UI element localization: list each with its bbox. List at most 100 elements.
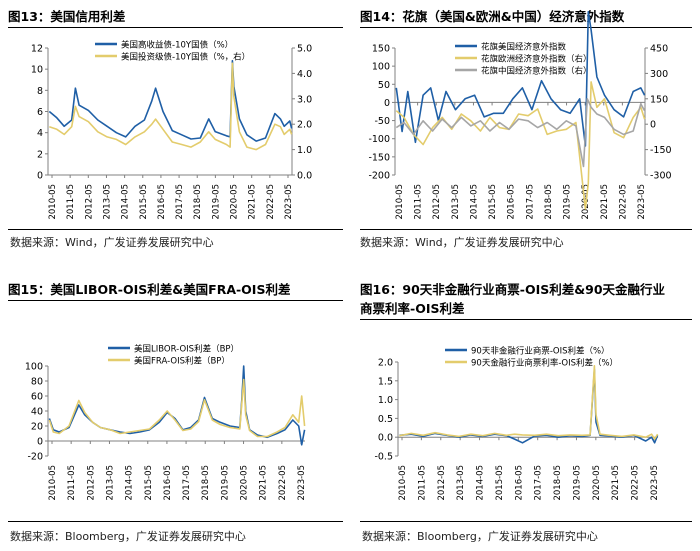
y-tick-label-left: -150 [368,152,390,163]
y-tick-label-right: 300 [650,69,668,80]
x-tick-label: 2010-05 [395,184,405,220]
y-tick-label-right: 150 [650,94,668,105]
y-tick-label-left: 50 [378,80,390,91]
x-tick-label: 2023-05 [297,465,307,501]
y-tick-label-left: 80 [31,377,43,388]
x-tick-label: 2019-05 [211,184,221,220]
x-tick-label: 2015-05 [139,184,149,220]
chart3-title-rule [8,300,343,301]
chart3-source: 数据来源：Bloomberg，广发证券发展研究中心 [10,530,246,543]
chart2-title-rule [360,27,692,28]
chart3-title: 图15：美国LIBOR-OIS利差&美国FRA-OIS利差 [8,282,291,297]
y-tick-label-right: -150 [650,145,672,156]
x-tick-label: 2012-05 [86,465,96,501]
series-line-1 [395,10,646,147]
x-tick-label: 2023-05 [650,465,660,501]
y-tick-label-left: 10 [31,65,43,76]
x-tick-label: 2023-05 [284,184,294,220]
y-tick-label-right: -300 [650,171,672,182]
chart4-source-rule [360,521,692,522]
y-tick-label-left: 1.5 [378,376,393,387]
y-tick-label-right: 1.0 [297,145,312,156]
x-tick-label: 2020-05 [240,465,250,501]
x-tick-label: 2012-05 [432,184,442,220]
chart2-source-rule [360,229,692,230]
y-tick-label-left: 0.0 [378,433,393,444]
x-tick-label: 2017-05 [182,465,192,501]
legend-label-2: 美国投资级债-10Y国债（%，右） [121,52,250,63]
series-line-3 [395,98,646,168]
legend-label-2: 花旗欧洲经济意外指数（右） [481,54,592,65]
x-tick-label: 2014-05 [121,184,131,220]
x-tick-label: 2020-05 [230,184,240,220]
x-tick-label: 2013-05 [105,465,115,501]
x-tick-label: 2019-05 [572,465,582,501]
x-tick-label: 2021-05 [248,184,258,220]
chart3-source-rule [8,521,343,522]
y-tick-label-left: -100 [368,134,390,145]
chart4-title-line1: 图16：90天非金融行业商票-OIS利差&90天金融行业 [360,282,666,297]
y-tick-label-left: 2 [37,149,43,160]
x-tick-label: 2013-05 [451,184,461,220]
series-line-1 [399,368,659,444]
x-tick-label: 2023-05 [637,184,647,220]
chart4-title-rule [360,319,692,320]
y-tick-label-left: 2.0 [378,358,393,369]
y-tick-label-left: -0.5 [374,452,393,463]
y-tick-label-left: 4 [37,128,43,139]
x-tick-label: 2020-05 [592,465,602,501]
y-tick-label-left: -50 [374,116,390,127]
series-line-2 [399,364,659,440]
chart1-title: 图13：美国信用利差 [8,9,126,24]
y-tick-label-left: 20 [31,422,43,433]
x-tick-label: 2015-05 [495,465,505,501]
x-tick-label: 2019-05 [220,465,230,501]
x-tick-label: 2014-05 [476,465,486,501]
x-tick-label: 2018-05 [201,465,211,501]
x-tick-label: 2022-05 [278,465,288,501]
x-tick-label: 2022-05 [266,184,276,220]
x-tick-label: 2013-05 [456,465,466,501]
chart2-title: 图14：花旗（美国&欧洲&中国）经济意外指数 [360,9,625,24]
x-tick-label: 2016-05 [157,184,167,220]
x-tick-label: 2018-05 [553,465,563,501]
y-tick-label-right: 0 [650,120,656,131]
x-tick-label: 2014-05 [125,465,135,501]
x-tick-label: 2016-05 [514,465,524,501]
x-tick-label: 2017-05 [534,465,544,501]
y-tick-label-left: 60 [31,392,43,403]
chart2-source: 数据来源：Wind，广发证券发展研究中心 [360,236,564,249]
series-line-2 [49,62,293,151]
y-tick-label-right: 5.0 [297,44,312,55]
series-line-1 [48,59,293,142]
chart4-source: 数据来源：Bloomberg，广发证券发展研究中心 [362,530,598,543]
y-tick-label-left: 6 [37,107,43,118]
x-tick-label: 2018-05 [544,184,554,220]
y-tick-label-right: 0.0 [297,171,312,182]
chart1-source: 数据来源：Wind，广发证券发展研究中心 [10,236,214,249]
y-tick-label-left: -200 [368,171,390,182]
x-tick-label: 2016-05 [163,465,173,501]
x-tick-label: 2021-05 [600,184,610,220]
y-tick-label-left: 40 [31,407,43,418]
x-tick-label: 2022-05 [631,465,641,501]
x-tick-label: 2015-05 [488,184,498,220]
y-tick-label-left: 0.5 [378,414,393,425]
legend-label-1: 90天非金融行业商票-OIS利差（%） [471,346,610,357]
x-tick-label: 2021-05 [259,465,269,501]
y-tick-label-left: 8 [37,86,43,97]
chart1-source-rule [8,229,343,230]
x-tick-label: 2012-05 [84,184,94,220]
x-tick-label: 2012-05 [437,465,447,501]
y-tick-label-left: 12 [31,44,43,55]
x-tick-label: 2011-05 [67,465,77,501]
x-tick-label: 2010-05 [48,465,58,501]
x-tick-label: 2010-05 [48,184,58,220]
x-tick-label: 2019-05 [563,184,573,220]
y-tick-label-left: 0 [37,437,43,448]
y-tick-label-left: 1.0 [378,395,393,406]
chart1-title-rule [8,27,343,28]
